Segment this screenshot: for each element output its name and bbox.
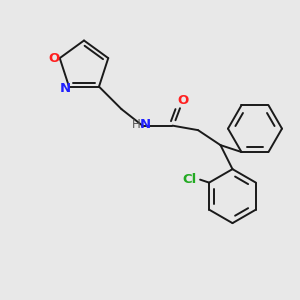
Text: Cl: Cl (182, 173, 197, 186)
Text: H: H (131, 118, 140, 130)
Text: O: O (177, 94, 189, 107)
Text: N: N (139, 118, 151, 130)
Text: O: O (49, 52, 60, 64)
Text: N: N (60, 82, 71, 94)
